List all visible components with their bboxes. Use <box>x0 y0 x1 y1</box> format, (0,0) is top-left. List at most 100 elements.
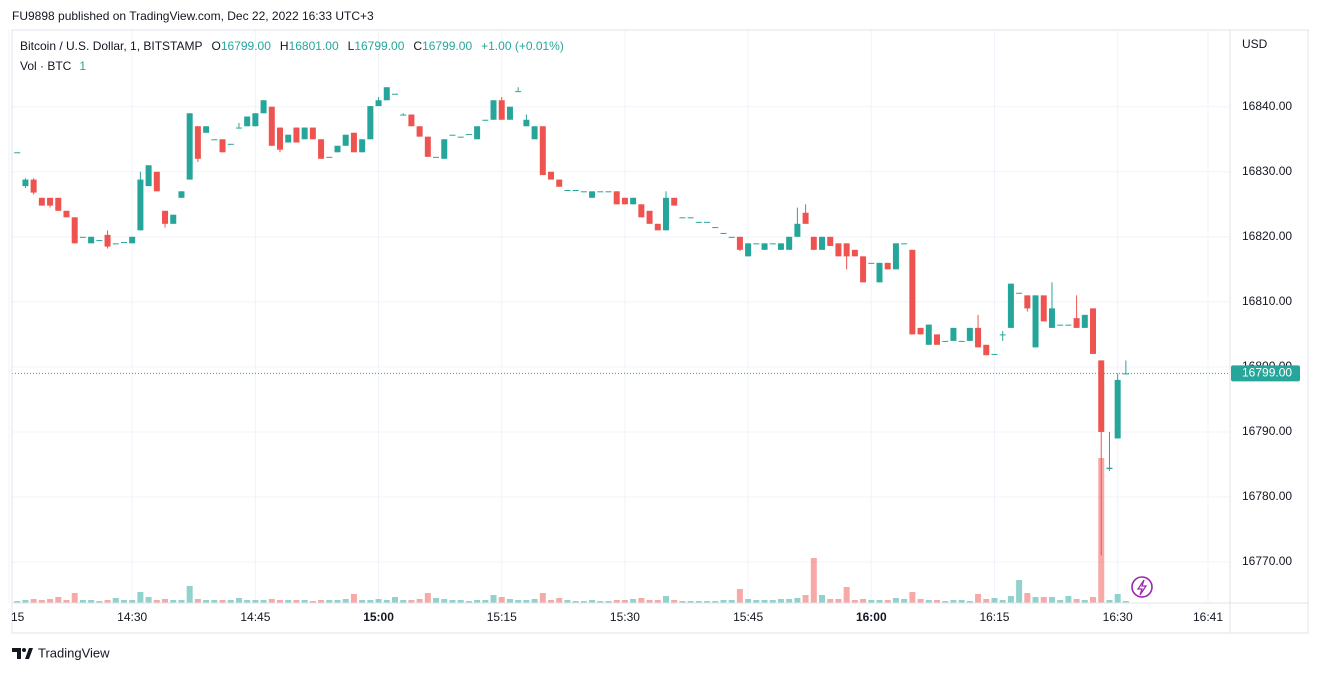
candle-body <box>375 100 382 107</box>
candle-body <box>186 113 193 180</box>
candle-body <box>728 236 735 238</box>
candle-body <box>695 221 702 223</box>
volume-bar <box>433 598 440 603</box>
volume-bar <box>704 601 711 603</box>
candle-body <box>589 191 596 198</box>
volume-bar <box>145 597 152 603</box>
candle-body <box>219 139 226 153</box>
volume-bar <box>408 600 415 603</box>
footer: TradingView <box>38 645 110 660</box>
change: +1.00 (+0.01%) <box>481 39 564 53</box>
volume-bar <box>235 598 242 603</box>
candle-body <box>252 113 259 127</box>
x-tick-label: 15:00 <box>363 610 394 624</box>
bolt[interactable] <box>1136 579 1148 596</box>
volume-bar <box>326 600 333 603</box>
candle-body <box>1106 467 1113 470</box>
candle-body <box>441 139 448 159</box>
volume-bar <box>1122 601 1129 603</box>
candle-body <box>1040 295 1047 322</box>
header: FU9898 published on TradingView.com, Dec… <box>12 9 374 23</box>
x-tick-label: 15 <box>11 610 25 624</box>
x-tick-label: 14:30 <box>117 610 147 624</box>
candle-body <box>638 204 645 218</box>
ohlc-value: 16799.00 <box>221 39 271 53</box>
candle-body <box>515 91 522 93</box>
volume-bar <box>474 600 481 603</box>
candle-body <box>30 179 37 193</box>
candle-body <box>794 223 801 237</box>
candle-body <box>1057 324 1064 326</box>
volume-bar <box>219 600 226 603</box>
candle-body <box>14 152 21 154</box>
candle-body <box>843 243 850 257</box>
legend-line: Bitcoin / U.S. Dollar, 1, BITSTAMP O16799… <box>20 39 564 53</box>
logo-dot <box>22 648 26 652</box>
candle-body <box>548 171 555 180</box>
candle-body <box>810 236 817 250</box>
candle-body <box>966 327 973 341</box>
volume-bar <box>999 600 1006 603</box>
volume-bar <box>1032 597 1039 603</box>
volume-bar <box>572 601 579 603</box>
ohlc-value: 16799.00 <box>354 39 404 53</box>
volume-bar <box>876 600 883 603</box>
volume-bar <box>621 600 628 603</box>
last-price-label: 16799.00 <box>1242 366 1292 380</box>
candle-body <box>868 262 875 264</box>
volume-bar <box>1007 596 1014 603</box>
candle-body <box>474 126 481 140</box>
candle-body <box>203 126 210 133</box>
candle-body <box>671 197 678 206</box>
volume-bar <box>843 587 850 603</box>
volume-bar <box>47 599 54 603</box>
candle-body <box>342 134 349 146</box>
y-tick-label: 16810.00 <box>1242 294 1292 308</box>
candle-body <box>71 217 78 244</box>
volume-bar <box>506 599 513 603</box>
volume-bar <box>375 599 382 603</box>
volume-bar <box>777 599 784 603</box>
candle-body <box>909 249 916 335</box>
volume-bar <box>942 601 949 603</box>
volume-bar <box>975 594 982 603</box>
candle-body <box>490 100 497 120</box>
candle-body <box>892 243 899 270</box>
volume-bar <box>244 600 251 603</box>
volume-bar <box>416 599 423 603</box>
candle-body <box>457 136 464 138</box>
symbol: Bitcoin / U.S. Dollar, 1, BITSTAMP <box>20 39 203 53</box>
candle-body <box>359 139 366 153</box>
candle-body <box>285 134 292 143</box>
volume-bar <box>671 600 678 603</box>
candle-body <box>876 262 883 283</box>
candle-body <box>268 106 275 146</box>
alert-circle[interactable] <box>1131 576 1153 598</box>
volume-bar <box>424 593 431 603</box>
volume-bar <box>605 601 612 603</box>
candle-body <box>851 249 858 257</box>
volume-bar <box>63 600 70 603</box>
candle-body <box>662 197 669 231</box>
y-tick-label: 16830.00 <box>1242 164 1292 178</box>
volume-bar <box>1114 594 1121 603</box>
candle-body <box>802 212 809 224</box>
volume-bar <box>892 598 899 603</box>
volume-bar <box>851 600 858 603</box>
volume-bar <box>531 599 538 603</box>
volume-bar <box>22 600 29 603</box>
candle-body <box>769 243 776 245</box>
candle-body <box>170 214 177 224</box>
frame <box>11 29 1309 634</box>
alert-icon[interactable] <box>1131 576 1153 598</box>
candle-body <box>975 327 982 348</box>
candle-body <box>761 243 768 250</box>
candle-body <box>153 171 160 192</box>
candle-body <box>745 243 752 257</box>
volume-bar <box>662 596 669 603</box>
volume-bar <box>728 600 735 603</box>
candle-body <box>112 243 119 245</box>
volume-bar <box>925 600 932 603</box>
volume-bar <box>441 599 448 603</box>
